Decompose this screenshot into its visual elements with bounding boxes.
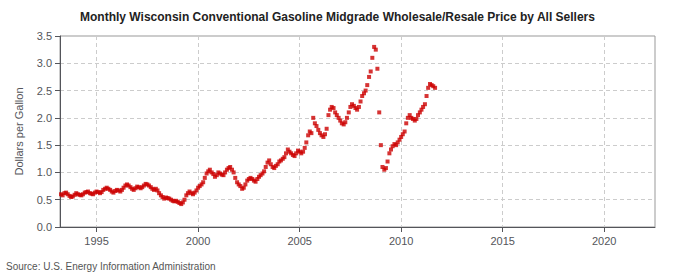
svg-text:0.0: 0.0 [37, 221, 52, 233]
svg-text:2.5: 2.5 [37, 85, 52, 97]
svg-text:2000: 2000 [186, 235, 210, 247]
svg-text:Source: U.S. Energy Informatio: Source: U.S. Energy Information Administ… [6, 261, 216, 272]
svg-text:0.5: 0.5 [37, 194, 52, 206]
svg-text:3.0: 3.0 [37, 57, 52, 69]
svg-text:2015: 2015 [490, 235, 514, 247]
svg-text:Monthly Wisconsin Conventional: Monthly Wisconsin Conventional Gasoline … [80, 10, 595, 24]
svg-text:1.5: 1.5 [37, 139, 52, 151]
svg-text:3.5: 3.5 [37, 30, 52, 42]
svg-text:2010: 2010 [389, 235, 413, 247]
svg-text:1.0: 1.0 [37, 166, 52, 178]
svg-text:2005: 2005 [287, 235, 311, 247]
svg-text:2020: 2020 [592, 235, 616, 247]
svg-text:2.0: 2.0 [37, 112, 52, 124]
svg-text:Dollars per Gallon: Dollars per Gallon [13, 87, 25, 175]
svg-text:1995: 1995 [84, 235, 108, 247]
